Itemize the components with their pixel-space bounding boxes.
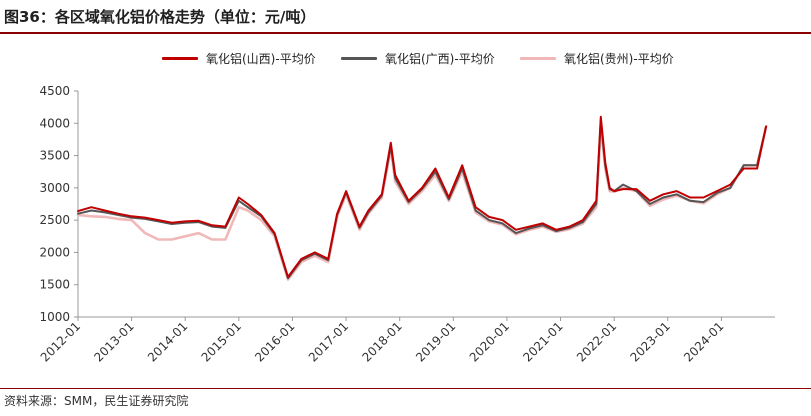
x-tick-label: 2016-01 <box>252 319 297 364</box>
y-tick-label: 1000 <box>39 310 70 324</box>
series-line-guangxi <box>77 119 768 280</box>
x-tick-label: 2023-01 <box>628 319 673 364</box>
y-tick-label: 4000 <box>39 116 70 130</box>
x-tick-label: 2018-01 <box>359 319 404 364</box>
legend-item-shanxi: 氧化铝(山西)-平均价 <box>162 50 316 67</box>
chart-series <box>76 115 768 281</box>
x-tick-label: 2020-01 <box>467 319 512 364</box>
series-line-shanxi <box>77 115 768 278</box>
title-divider <box>0 32 811 34</box>
x-tick-label: 2024-01 <box>681 319 726 364</box>
y-tick-label: 3000 <box>39 181 70 195</box>
legend-item-guizhou: 氧化铝(贵州)-平均价 <box>520 50 674 67</box>
x-tick-label: 2014-01 <box>145 319 190 364</box>
y-tick-label: 2000 <box>39 245 70 259</box>
legend-label-guizhou: 氧化铝(贵州)-平均价 <box>564 52 674 66</box>
chart-legend: 氧化铝(山西)-平均价 氧化铝(广西)-平均价 氧化铝(贵州)-平均价 <box>0 50 811 70</box>
y-tick-label: 1500 <box>39 278 70 292</box>
legend-item-guangxi: 氧化铝(广西)-平均价 <box>341 50 495 67</box>
y-tick-label: 4500 <box>39 84 70 98</box>
x-tick-label: 2013-01 <box>91 319 136 364</box>
x-tick-label: 2021-01 <box>520 319 565 364</box>
legend-label-shanxi: 氧化铝(山西)-平均价 <box>206 52 316 66</box>
x-tick-label: 2017-01 <box>306 319 351 364</box>
x-tick-label: 2012-01 <box>38 319 83 364</box>
legend-swatch-guangxi <box>341 57 377 60</box>
source-divider <box>0 388 811 389</box>
x-tick-label: 2022-01 <box>574 319 619 364</box>
figure-title: 图36：各区域氧化铝价格走势（单位：元/吨） <box>4 8 316 26</box>
x-tick-label: 2015-01 <box>199 319 244 364</box>
x-tick-label: 2019-01 <box>413 319 458 364</box>
y-tick-label: 3500 <box>39 149 70 163</box>
legend-swatch-shanxi <box>162 57 198 60</box>
legend-swatch-guizhou <box>520 57 556 60</box>
y-tick-label: 2500 <box>39 213 70 227</box>
source-note: 资料来源：SMM，民生证券研究院 <box>4 394 189 408</box>
series-line-guizhou <box>76 125 768 281</box>
legend-label-guangxi: 氧化铝(广西)-平均价 <box>385 52 495 66</box>
